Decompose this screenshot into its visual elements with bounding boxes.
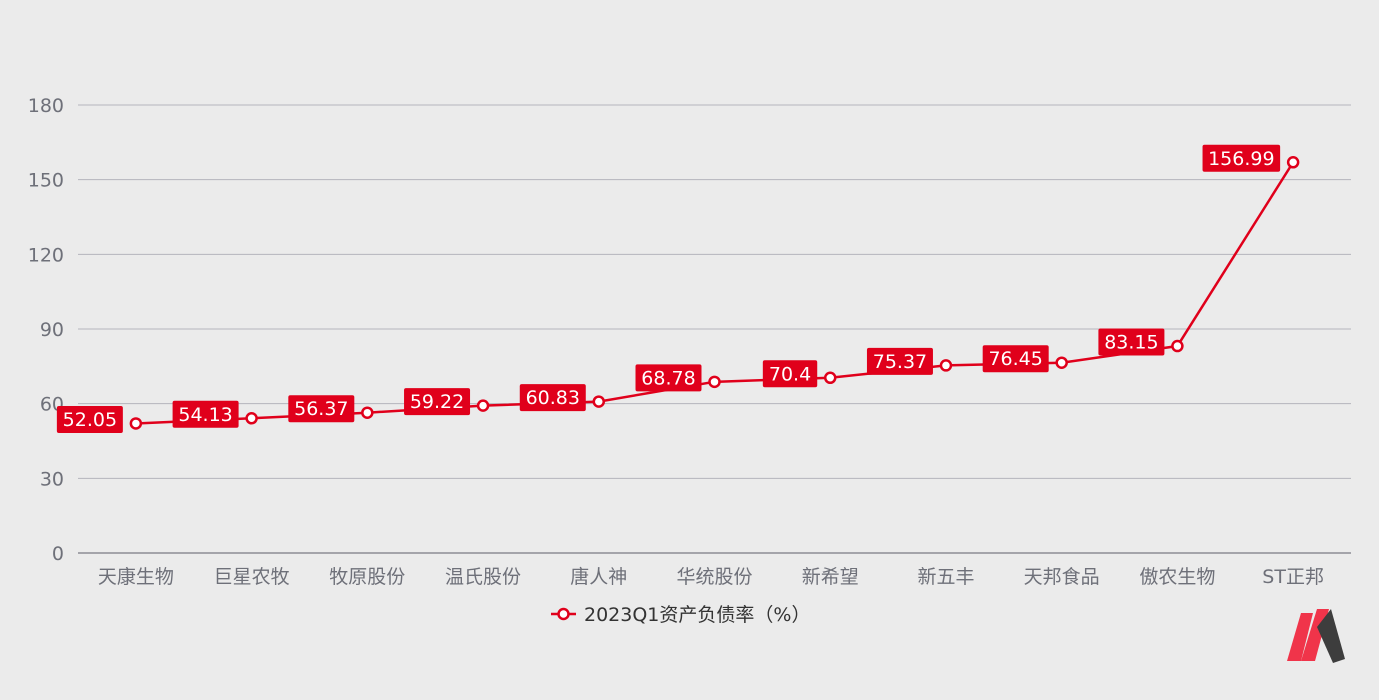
data-point[interactable] — [939, 359, 953, 372]
x-tick-label: 傲农生物 — [1139, 566, 1215, 588]
x-tick-label: 温氏股份 — [445, 566, 521, 588]
data-point[interactable] — [823, 371, 837, 385]
data-label: 60.83 — [526, 387, 580, 409]
y-tick-label: 180 — [28, 95, 64, 117]
data-label: 75.37 — [873, 351, 927, 373]
data-label: 52.05 — [63, 409, 117, 431]
y-tick-label: 150 — [28, 170, 64, 192]
x-axis-ticks: 天康生物 巨星农牧 牧原股份 温氏股份 唐人神 华统股份 新希望 新五丰 天邦食品 傲农生物 ST正… — [98, 566, 1324, 588]
y-tick-label: 0 — [52, 543, 64, 565]
data-point[interactable] — [1055, 356, 1068, 369]
data-label-box — [866, 347, 933, 375]
x-tick-label: 新希望 — [802, 566, 859, 588]
data-label: 59.22 — [410, 391, 464, 413]
x-tick-label: 牧原股份 — [329, 566, 405, 588]
data-point[interactable] — [708, 375, 721, 389]
legend-label: 2023Q1资产负债率（%） — [584, 604, 810, 626]
data-point[interactable] — [245, 412, 258, 425]
data-point[interactable] — [592, 395, 606, 408]
data-label-box — [56, 405, 123, 433]
brand-logo-icon — [1287, 609, 1345, 663]
data-label-box — [762, 360, 818, 388]
data-point[interactable] — [1171, 339, 1184, 353]
data-label-box — [172, 400, 239, 428]
x-tick-label: 新五丰 — [917, 566, 974, 588]
x-tick-label: 唐人神 — [570, 566, 627, 588]
data-point[interactable] — [1286, 156, 1300, 169]
data-label-box — [1202, 144, 1281, 172]
data-label-box — [288, 395, 355, 423]
data-label-box — [1098, 328, 1165, 356]
legend-marker-icon — [557, 607, 570, 621]
x-tick-label: 巨星农牧 — [214, 566, 290, 588]
y-tick-label: 30 — [40, 468, 64, 490]
data-label-box — [404, 388, 471, 416]
x-tick-label: 华统股份 — [676, 566, 752, 588]
x-tick-label: 天邦食品 — [1024, 566, 1100, 588]
data-label: 83.15 — [1104, 332, 1158, 354]
data-label: 68.78 — [641, 367, 695, 389]
legend[interactable]: 2023Q1资产负债率（%） — [551, 604, 810, 626]
data-point[interactable] — [476, 399, 490, 412]
data-label: 54.13 — [178, 404, 232, 426]
data-label-box — [635, 364, 702, 392]
data-label: 70.4 — [769, 363, 811, 385]
data-label-box — [982, 345, 1049, 373]
data-label: 56.37 — [294, 398, 348, 420]
data-label-box — [519, 384, 586, 412]
series-layer: 52.05 54.13 56.37 59.22 60.83 68.78 70.4 75.37 7… — [56, 144, 1300, 433]
data-point[interactable] — [129, 417, 143, 430]
y-tick-label: 120 — [28, 244, 64, 266]
x-tick-label: ST正邦 — [1262, 566, 1324, 588]
data-label: 76.45 — [988, 348, 1042, 370]
x-tick-label: 天康生物 — [98, 566, 174, 588]
y-tick-label: 90 — [40, 319, 64, 341]
data-point[interactable] — [361, 406, 374, 419]
data-label: 156.99 — [1208, 148, 1274, 170]
